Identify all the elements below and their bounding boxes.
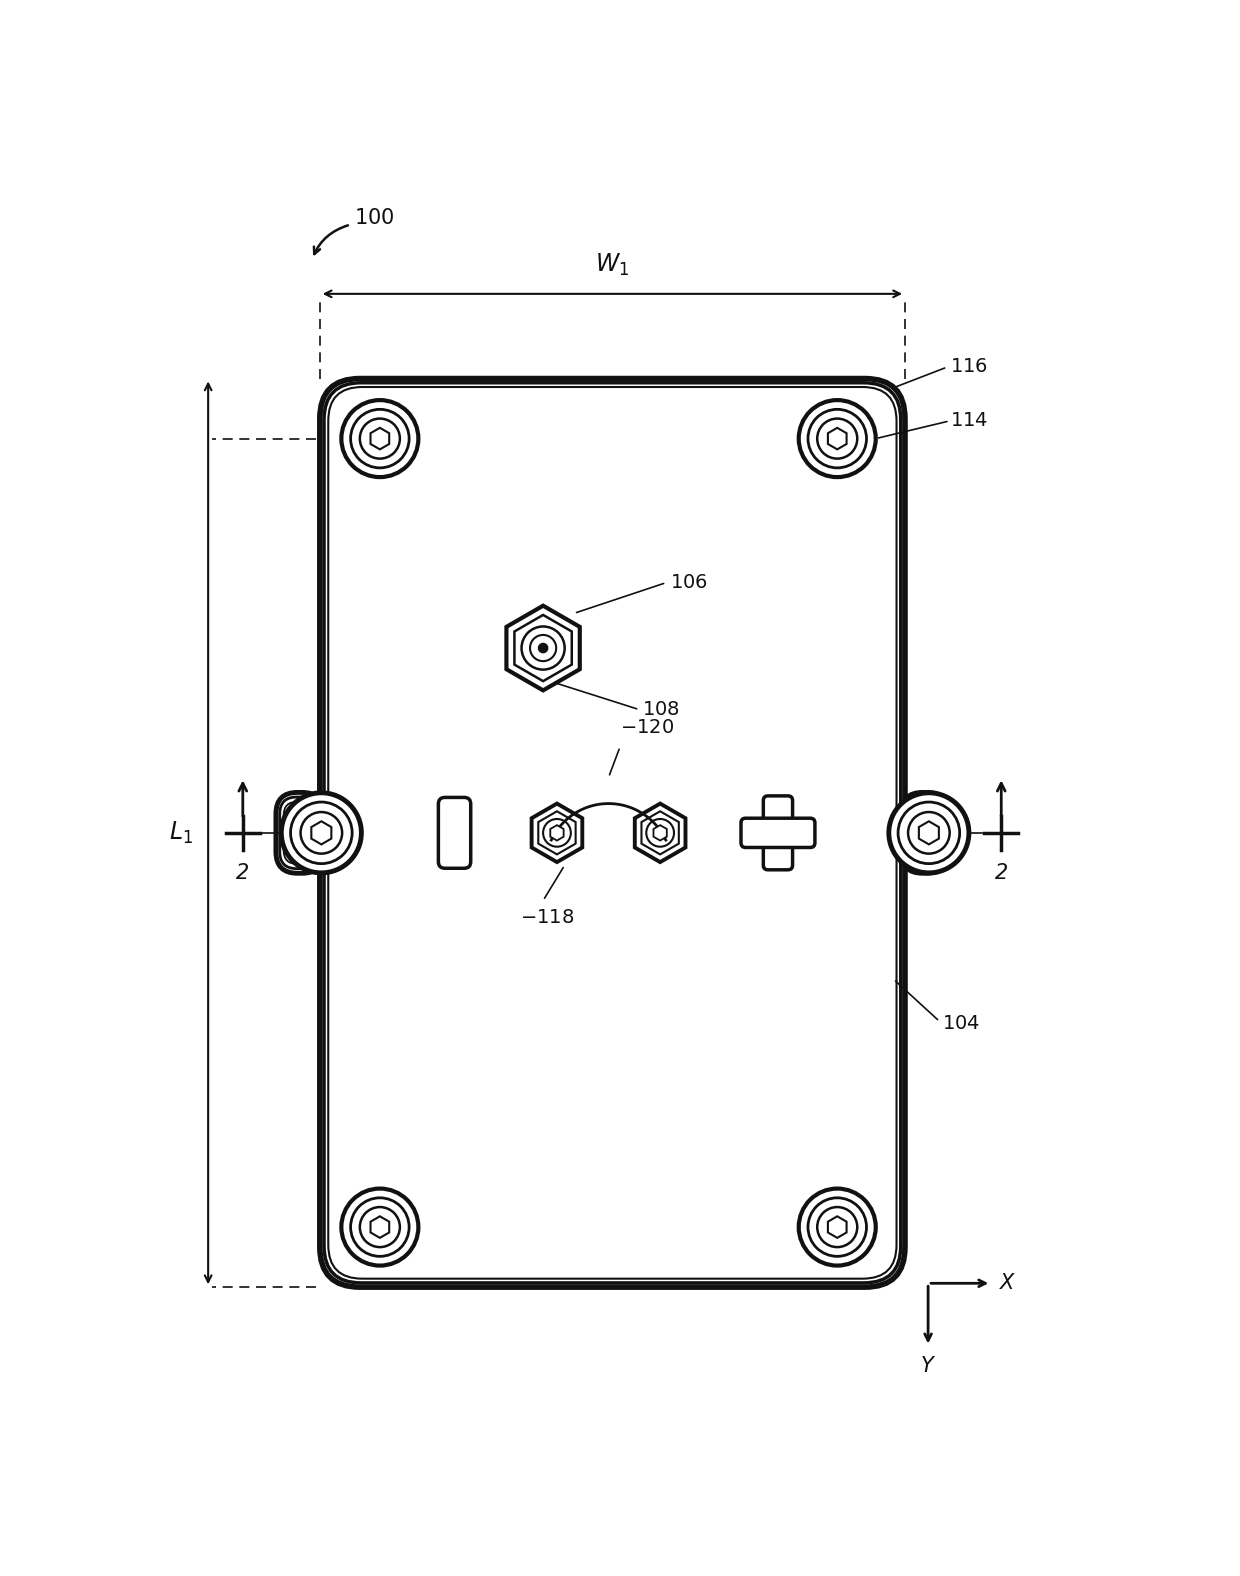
Text: $114$: $114$ [950,411,988,430]
FancyBboxPatch shape [277,793,324,873]
Polygon shape [311,821,331,845]
Text: $-120$: $-120$ [620,719,675,738]
Polygon shape [828,427,847,449]
Text: 2: 2 [994,864,1008,883]
Polygon shape [828,1217,847,1237]
Polygon shape [653,826,667,840]
Polygon shape [506,605,580,690]
Circle shape [799,400,875,478]
Polygon shape [371,427,389,449]
Text: $108$: $108$ [641,700,680,719]
FancyBboxPatch shape [901,793,949,873]
Circle shape [341,1188,418,1266]
Text: $Y$: $Y$ [920,1357,936,1376]
Polygon shape [919,821,939,845]
Polygon shape [551,826,564,840]
Polygon shape [532,804,583,862]
Text: 2: 2 [236,864,249,883]
Text: $104$: $104$ [942,1015,980,1034]
Text: $116$: $116$ [950,358,987,377]
Circle shape [341,400,418,478]
Circle shape [889,793,968,873]
Circle shape [799,1188,875,1266]
Text: $106$: $106$ [670,574,708,593]
Text: $-118$: $-118$ [520,908,574,927]
Text: $100$: $100$ [355,208,394,229]
Circle shape [281,793,361,873]
Text: $W_1$: $W_1$ [595,252,630,279]
FancyBboxPatch shape [764,796,792,870]
FancyBboxPatch shape [320,378,905,1288]
Circle shape [538,643,548,652]
Polygon shape [635,804,686,862]
FancyBboxPatch shape [439,797,471,868]
FancyBboxPatch shape [742,818,815,848]
Polygon shape [371,1217,389,1237]
Text: $X$: $X$ [999,1273,1017,1294]
Text: $L_1$: $L_1$ [169,820,192,846]
